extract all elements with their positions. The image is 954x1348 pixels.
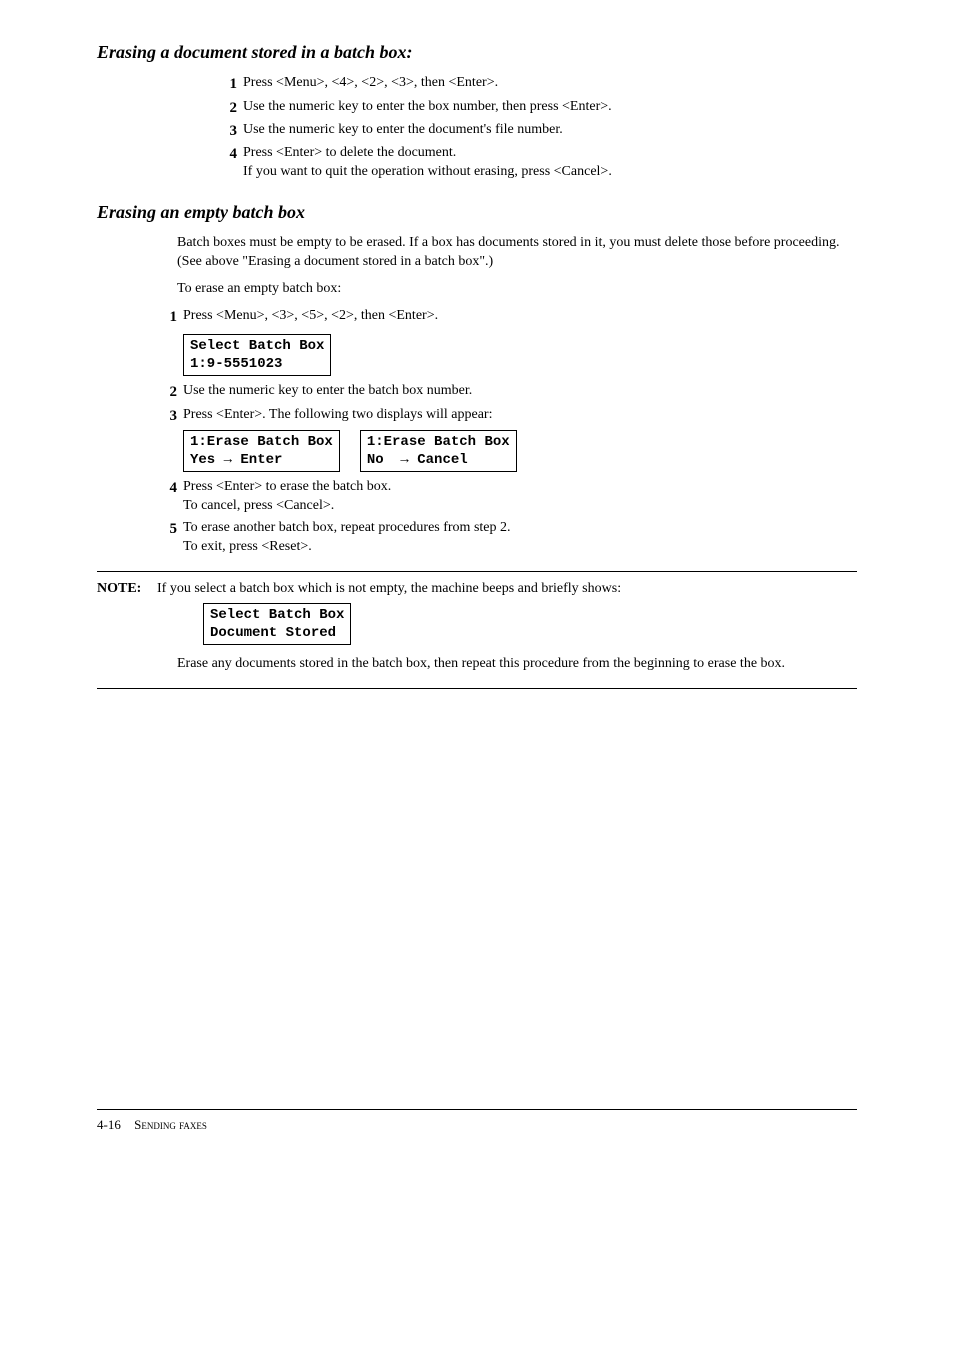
step-body: Press <Enter> to delete the document. If… xyxy=(243,144,857,182)
footer-page-number: 4-16 xyxy=(97,1117,121,1132)
lcd-display: 1:Erase Batch Box No → Cancel xyxy=(360,430,517,472)
step-number: 4 xyxy=(157,478,177,498)
lcd-display: Select Batch Box Document Stored xyxy=(203,603,351,645)
lcd-row: 1:Erase Batch Box Yes → Enter 1:Erase Ba… xyxy=(183,430,857,472)
step-row: 4 Press <Enter> to delete the document. … xyxy=(217,144,857,182)
divider xyxy=(97,571,857,572)
step-body: Use the numeric key to enter the box num… xyxy=(243,98,857,117)
step-row: 3 Use the numeric key to enter the docum… xyxy=(217,121,857,141)
step-text: Press <Enter> to erase the batch box. xyxy=(183,479,391,494)
step-body: Use the numeric key to enter the documen… xyxy=(243,121,857,140)
step-row: 2 Use the numeric key to enter the batch… xyxy=(157,382,857,402)
step-number: 3 xyxy=(217,121,237,141)
section-heading-2: Erasing an empty batch box xyxy=(97,200,857,224)
step-body: Press <Enter>. The following two display… xyxy=(183,406,857,425)
step-number: 2 xyxy=(217,98,237,118)
step-text: To erase another batch box, repeat proce… xyxy=(183,520,511,535)
note-followup: Erase any documents stored in the batch … xyxy=(177,655,857,674)
step-number: 4 xyxy=(217,144,237,164)
step-row: 2 Use the numeric key to enter the box n… xyxy=(217,98,857,118)
step-row: 3 Press <Enter>. The following two displ… xyxy=(157,406,857,426)
note-label: NOTE: xyxy=(97,580,157,599)
step-number: 1 xyxy=(217,74,237,94)
step-row: 5 To erase another batch box, repeat pro… xyxy=(157,519,857,557)
step-body: Press <Menu>, <3>, <5>, <2>, then <Enter… xyxy=(183,307,857,326)
section-heading-1: Erasing a document stored in a batch box… xyxy=(97,40,857,64)
section2-para1: Batch boxes must be empty to be erased. … xyxy=(177,234,857,272)
step-row: 1 Press <Menu>, <4>, <2>, <3>, then <Ent… xyxy=(217,74,857,94)
step-body: To erase another batch box, repeat proce… xyxy=(183,519,857,557)
step-body: Press <Menu>, <4>, <2>, <3>, then <Enter… xyxy=(243,74,857,93)
step-row: 1 Press <Menu>, <3>, <5>, <2>, then <Ent… xyxy=(157,307,857,327)
footer-title: Sending faxes xyxy=(134,1117,207,1132)
note-row: NOTE: If you select a batch box which is… xyxy=(97,580,857,599)
divider xyxy=(97,688,857,689)
section2-para2: To erase an empty batch box: xyxy=(177,280,857,299)
step-body: Press <Enter> to erase the batch box. To… xyxy=(183,478,857,516)
step-number: 5 xyxy=(157,519,177,539)
step-number: 2 xyxy=(157,382,177,402)
step-text-line2: If you want to quit the operation withou… xyxy=(243,164,612,179)
step-text: Press <Enter> to delete the document. xyxy=(243,145,456,160)
step-text-line2: To cancel, press <Cancel>. xyxy=(183,498,334,513)
section2-steps: 1 Press <Menu>, <3>, <5>, <2>, then <Ent… xyxy=(157,307,857,557)
step-row: 4 Press <Enter> to erase the batch box. … xyxy=(157,478,857,516)
step-number: 3 xyxy=(157,406,177,426)
lcd-display: Select Batch Box 1:9-5551023 xyxy=(183,334,331,376)
note-indent: Select Batch Box Document Stored Erase a… xyxy=(177,599,857,674)
section1-steps: 1 Press <Menu>, <4>, <2>, <3>, then <Ent… xyxy=(217,74,857,182)
step-body: Use the numeric key to enter the batch b… xyxy=(183,382,857,401)
note-body: If you select a batch box which is not e… xyxy=(157,580,857,599)
step-number: 1 xyxy=(157,307,177,327)
lcd-display: 1:Erase Batch Box Yes → Enter xyxy=(183,430,340,472)
step-text-line2: To exit, press <Reset>. xyxy=(183,539,312,554)
page-footer: 4-16 Sending faxes xyxy=(97,1109,857,1134)
